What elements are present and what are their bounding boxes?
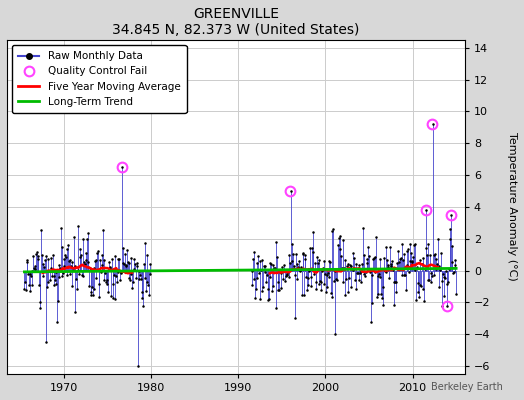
Legend: Raw Monthly Data, Quality Control Fail, Five Year Moving Average, Long-Term Tren: Raw Monthly Data, Quality Control Fail, … — [12, 45, 187, 113]
Y-axis label: Temperature Anomaly (°C): Temperature Anomaly (°C) — [507, 132, 517, 281]
Title: GREENVILLE
34.845 N, 82.373 W (United States): GREENVILLE 34.845 N, 82.373 W (United St… — [112, 7, 359, 37]
Text: Berkeley Earth: Berkeley Earth — [431, 382, 503, 392]
